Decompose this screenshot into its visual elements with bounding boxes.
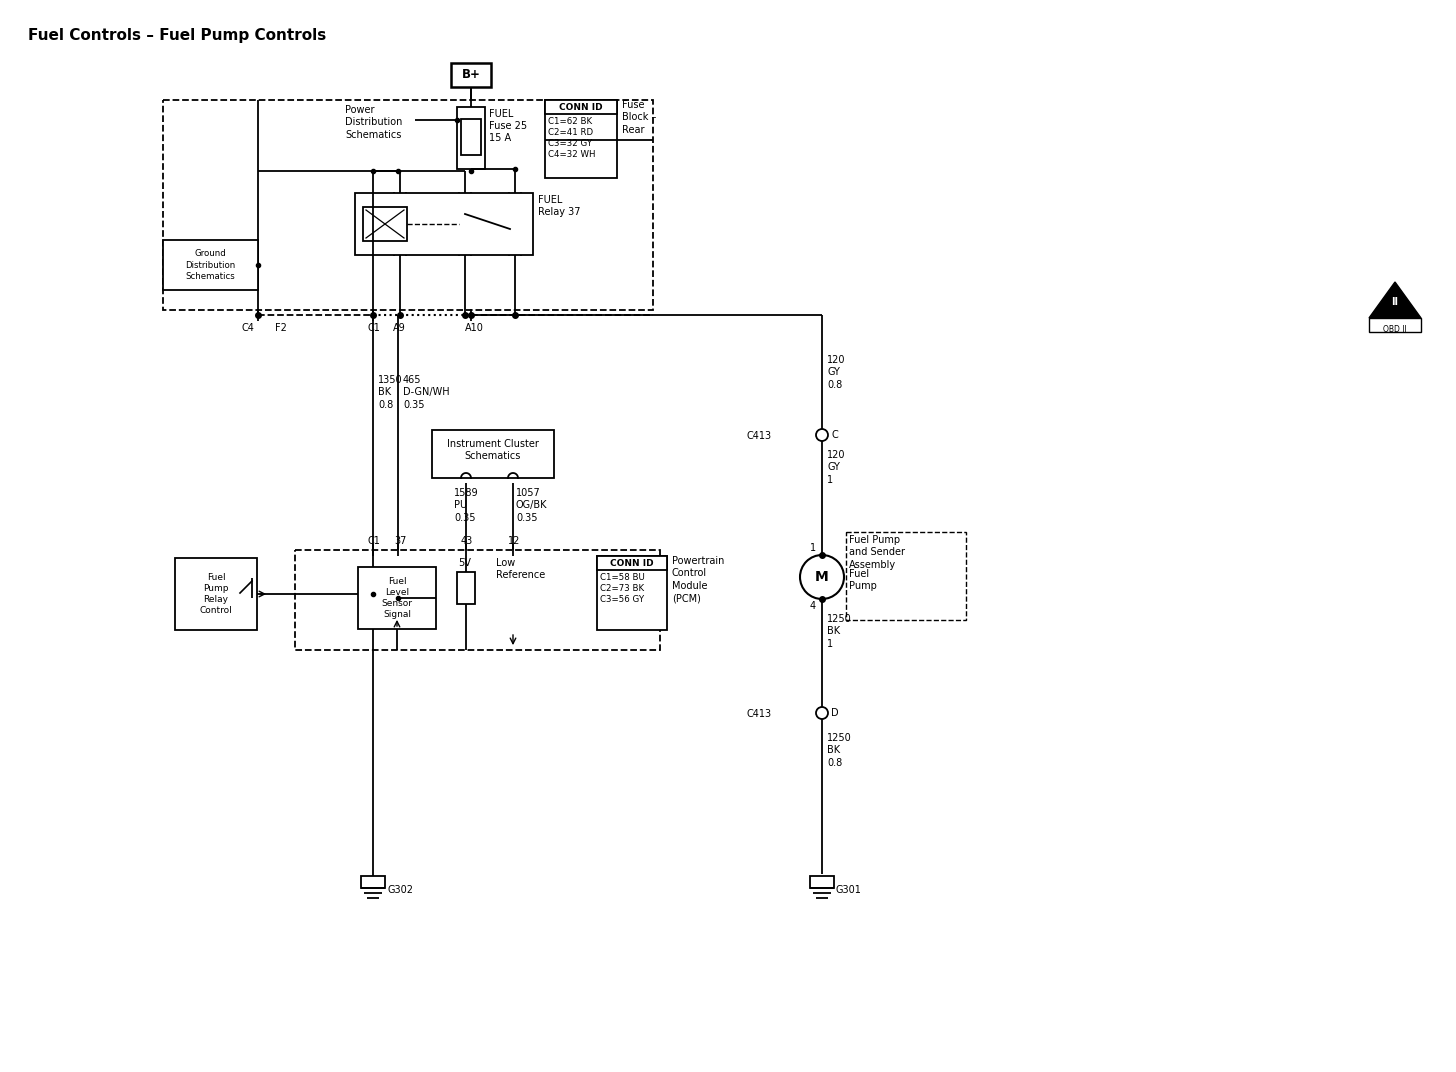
- Text: 1057
OG/BK
0.35: 1057 OG/BK 0.35: [515, 488, 547, 523]
- Text: 1250
BK
1: 1250 BK 1: [827, 614, 852, 649]
- Bar: [355, 193, 533, 255]
- Text: 1350
BK
0.8: 1350 BK 0.8: [379, 375, 403, 410]
- Bar: [545, 100, 617, 114]
- Text: Fuel
Pump: Fuel Pump: [849, 569, 877, 592]
- Text: Fuel
Level
Sensor
Signal: Fuel Level Sensor Signal: [381, 577, 412, 620]
- Text: G302: G302: [387, 885, 414, 895]
- Circle shape: [815, 429, 828, 441]
- Text: Fuse 25: Fuse 25: [489, 121, 527, 131]
- Bar: [451, 63, 491, 87]
- Circle shape: [799, 555, 844, 599]
- Bar: [457, 107, 485, 169]
- Text: 37: 37: [395, 536, 406, 546]
- Text: 5V: 5V: [459, 559, 470, 568]
- Text: CONN ID: CONN ID: [610, 559, 654, 567]
- Circle shape: [815, 708, 828, 719]
- Text: C1: C1: [368, 323, 381, 333]
- Text: 43: 43: [462, 536, 473, 546]
- Text: Fuse
Block –
Rear: Fuse Block – Rear: [622, 100, 657, 135]
- Text: 15 A: 15 A: [489, 133, 511, 143]
- Text: II: II: [1392, 297, 1399, 307]
- Text: Instrument Cluster
Schematics: Instrument Cluster Schematics: [447, 438, 539, 461]
- Bar: [810, 876, 834, 888]
- Text: C3=32 GY: C3=32 GY: [547, 139, 593, 148]
- Text: FUEL
Relay 37: FUEL Relay 37: [539, 195, 581, 218]
- Text: 465
D-GN/WH
0.35: 465 D-GN/WH 0.35: [403, 375, 450, 410]
- Text: 120
GY
0.8: 120 GY 0.8: [827, 355, 846, 390]
- Bar: [163, 240, 258, 291]
- Bar: [545, 100, 617, 178]
- Text: 1250
BK
0.8: 1250 BK 0.8: [827, 733, 852, 768]
- Bar: [457, 572, 475, 604]
- Text: 120
GY
1: 120 GY 1: [827, 450, 846, 485]
- Bar: [432, 430, 553, 478]
- Bar: [597, 556, 667, 630]
- Bar: [175, 559, 258, 630]
- Text: C4=32 WH: C4=32 WH: [547, 150, 596, 159]
- Text: Ground
Distribution
Schematics: Ground Distribution Schematics: [185, 250, 234, 281]
- Text: Fuel
Pump
Relay
Control: Fuel Pump Relay Control: [199, 572, 233, 615]
- Text: A10: A10: [464, 323, 483, 333]
- Text: Fuel Controls – Fuel Pump Controls: Fuel Controls – Fuel Pump Controls: [28, 28, 326, 43]
- Text: C413: C413: [747, 431, 772, 441]
- Text: 1: 1: [810, 544, 815, 553]
- Text: CONN ID: CONN ID: [559, 103, 603, 111]
- Text: C2=73 BK: C2=73 BK: [600, 584, 644, 593]
- Text: 4: 4: [810, 601, 815, 611]
- Bar: [1369, 318, 1421, 332]
- Bar: [358, 567, 435, 629]
- Text: G301: G301: [836, 885, 862, 895]
- Bar: [363, 207, 408, 241]
- Text: M: M: [815, 570, 828, 584]
- Text: C: C: [831, 430, 837, 440]
- Text: Powertrain
Control
Module
(PCM): Powertrain Control Module (PCM): [673, 556, 725, 604]
- Bar: [846, 532, 965, 620]
- Text: C4: C4: [242, 323, 255, 333]
- Bar: [597, 556, 667, 570]
- Bar: [296, 550, 660, 650]
- Text: C1=62 BK: C1=62 BK: [547, 117, 593, 126]
- Text: F2: F2: [275, 323, 287, 333]
- Text: B+: B+: [462, 69, 480, 81]
- Text: C1: C1: [368, 536, 381, 546]
- Text: Low
Reference: Low Reference: [496, 559, 545, 580]
- Text: A9: A9: [393, 323, 406, 333]
- Text: FUEL: FUEL: [489, 109, 514, 119]
- Text: C1=58 BU: C1=58 BU: [600, 574, 645, 582]
- Text: D: D: [831, 708, 839, 718]
- Bar: [361, 876, 384, 888]
- Text: Power
Distribution
Schematics: Power Distribution Schematics: [345, 105, 402, 139]
- Text: Fuel Pump
and Sender
Assembly: Fuel Pump and Sender Assembly: [849, 535, 906, 570]
- Text: 12: 12: [508, 536, 520, 546]
- Text: C413: C413: [747, 709, 772, 719]
- Bar: [462, 119, 480, 155]
- Text: OBD II: OBD II: [1383, 325, 1406, 334]
- Text: 1589
PU
0.35: 1589 PU 0.35: [454, 488, 479, 523]
- Text: C2=41 RD: C2=41 RD: [547, 128, 593, 137]
- Bar: [163, 100, 652, 310]
- Text: C3=56 GY: C3=56 GY: [600, 595, 644, 604]
- Polygon shape: [1369, 282, 1421, 318]
